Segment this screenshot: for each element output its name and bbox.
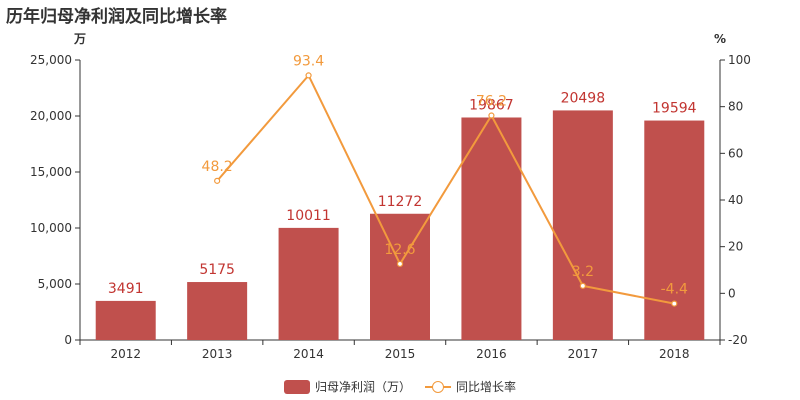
- line-point: [305, 72, 312, 79]
- right-tick-label: 80: [728, 100, 743, 114]
- left-tick-label: 5,000: [38, 277, 72, 291]
- left-axis-unit: 万: [73, 32, 86, 46]
- bar-data-label: 11272: [378, 194, 423, 210]
- line-data-label: -4.4: [661, 282, 688, 298]
- line-point: [488, 112, 495, 119]
- bar-data-label: 5175: [199, 262, 235, 278]
- line-data-label: 3.2: [572, 264, 594, 280]
- legend-item-profit[interactable]: 归母净利润（万）: [283, 378, 411, 395]
- bar-data-label: 20498: [561, 90, 606, 106]
- growth-line: [216, 73, 675, 305]
- line-point: [214, 177, 221, 184]
- right-tick-label: -20: [728, 333, 748, 347]
- bar-data-label: 10011: [286, 208, 331, 224]
- bar-data-label: 3491: [108, 281, 144, 297]
- left-tick-label: 25,000: [30, 53, 72, 67]
- left-tick-label: 20,000: [30, 109, 72, 123]
- bar: [370, 213, 430, 340]
- bar: [644, 120, 705, 340]
- bar-data-label: 19594: [652, 101, 697, 117]
- right-tick-label: 40: [728, 193, 743, 207]
- right-tick-label: 0: [728, 286, 736, 300]
- right-tick-label: 60: [728, 146, 743, 160]
- line-data-label: 48.2: [202, 159, 233, 175]
- legend-label-profit: 归母净利润（万）: [314, 380, 411, 394]
- line-point: [671, 300, 678, 307]
- x-tick-label: 2015: [385, 347, 416, 361]
- right-axis-unit: %: [714, 32, 726, 46]
- legend-line-swatch: [425, 380, 451, 394]
- right-tick-label: 20: [728, 240, 743, 254]
- right-tick-label: 100: [728, 53, 751, 67]
- x-tick-label: 2017: [568, 347, 599, 361]
- line-data-label: 12.6: [384, 242, 415, 258]
- chart-title: 历年归母净利润及同比增长率: [6, 7, 227, 27]
- legend-item-growth[interactable]: 同比增长率: [425, 378, 516, 395]
- left-tick-label: 0: [64, 333, 72, 347]
- bar-data-label: 19867: [469, 97, 514, 113]
- bar: [278, 227, 339, 340]
- line-data-label: 76.2: [476, 94, 507, 110]
- line-data-label: 93.4: [293, 53, 324, 69]
- bar: [552, 110, 613, 341]
- x-tick-label: 2014: [293, 347, 324, 361]
- bar: [187, 282, 248, 340]
- left-tick-label: 10,000: [30, 221, 72, 235]
- left-tick-label: 15,000: [30, 165, 72, 179]
- legend-bar-swatch: [283, 379, 310, 394]
- bar: [95, 300, 156, 340]
- x-tick-label: 2012: [110, 347, 141, 361]
- x-tick-label: 2013: [202, 347, 233, 361]
- x-tick-label: 2018: [659, 347, 690, 361]
- legend: 归母净利润（万） 同比增长率: [0, 378, 800, 395]
- line-point: [396, 260, 404, 268]
- x-tick-label: 2016: [476, 347, 507, 361]
- legend-label-growth: 同比增长率: [456, 380, 517, 394]
- line-point: [579, 282, 586, 289]
